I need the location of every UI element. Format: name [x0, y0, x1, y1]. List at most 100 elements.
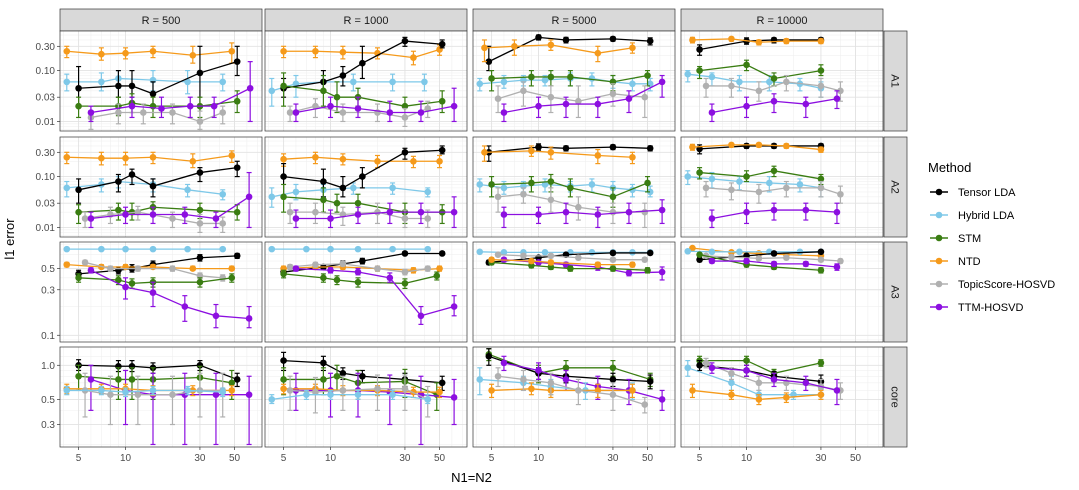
row-strip-bg: [883, 136, 908, 238]
data-point: [644, 266, 651, 274]
legend-label: Hybrid LDA: [958, 210, 1015, 222]
data-point: [485, 58, 493, 65]
data-point: [303, 391, 310, 398]
data-point: [696, 46, 703, 53]
data-point: [75, 84, 82, 92]
data-point: [339, 184, 347, 192]
data-point: [386, 208, 394, 216]
data-point: [401, 268, 409, 276]
data-point: [535, 143, 542, 151]
row-strip: A3: [883, 241, 908, 343]
data-point: [547, 41, 555, 49]
data-point: [228, 387, 236, 394]
x-tick-label: 5: [281, 453, 287, 464]
data-point: [196, 206, 204, 214]
data-point: [401, 385, 409, 393]
row-strip-label: A1: [889, 74, 901, 87]
column-strip: R = 500: [59, 8, 263, 32]
series-ntd: [689, 35, 825, 46]
series-line: [66, 77, 223, 83]
y-tick-label: 0.30: [36, 42, 56, 53]
data-point: [658, 268, 666, 276]
series-line: [283, 40, 443, 89]
series-topicscore-hosvd: [494, 81, 649, 119]
data-point: [410, 157, 417, 165]
data-point: [755, 396, 763, 403]
column-strip: R = 10000: [680, 8, 884, 32]
series-ttm-hosvd: [292, 196, 458, 229]
data-point: [520, 87, 527, 95]
data-point: [122, 154, 129, 162]
data-point: [562, 364, 570, 372]
x-tick-label: 5: [489, 453, 495, 464]
legend-item: Tensor LDA: [930, 187, 1016, 199]
data-point: [481, 149, 488, 156]
data-point: [594, 261, 602, 268]
data-point: [476, 80, 484, 88]
data-point: [233, 164, 241, 171]
series-ntd: [63, 261, 236, 272]
data-point: [708, 109, 716, 116]
data-point: [541, 76, 549, 84]
data-point: [837, 87, 844, 95]
data-point: [547, 196, 555, 204]
data-point: [488, 181, 495, 188]
data-point: [184, 387, 191, 394]
x-axis-title: N1=N2: [451, 470, 492, 485]
data-point: [386, 274, 394, 282]
series-topicscore-hosvd: [494, 367, 649, 414]
series-hybrid-lda: [268, 245, 432, 253]
x-tick-label: 30: [607, 453, 619, 464]
data-point: [158, 105, 165, 112]
data-point: [438, 40, 446, 48]
data-point: [541, 181, 549, 188]
data-point: [312, 388, 319, 396]
data-point: [280, 376, 287, 383]
data-point: [401, 250, 409, 257]
data-point: [333, 372, 341, 380]
panel-bg: [60, 242, 262, 342]
data-point: [149, 182, 157, 190]
x-tick-label: 50: [850, 453, 862, 464]
data-point: [783, 37, 790, 45]
data-point: [134, 391, 142, 398]
data-point: [417, 109, 425, 116]
data-point: [87, 266, 95, 274]
data-point: [535, 102, 542, 110]
data-point: [783, 254, 790, 262]
data-point: [567, 184, 574, 192]
data-point: [245, 391, 253, 398]
data-point: [755, 141, 763, 149]
data-point: [609, 90, 617, 98]
data-point: [320, 196, 327, 204]
data-point: [646, 188, 654, 196]
data-point: [181, 211, 189, 218]
data-point: [609, 256, 617, 263]
data-point: [817, 175, 825, 183]
data-point: [122, 211, 129, 218]
series-line: [289, 388, 429, 400]
series-line: [295, 267, 455, 317]
data-point: [770, 97, 778, 105]
facet-panel: [59, 241, 263, 343]
data-point: [567, 73, 574, 81]
series-hybrid-lda: [63, 385, 227, 398]
data-point: [783, 142, 790, 150]
data-point: [350, 78, 357, 86]
data-point: [292, 215, 300, 222]
data-point: [562, 376, 570, 383]
series-ttm-hosvd: [500, 74, 666, 123]
series-ntd: [689, 141, 825, 153]
legend-label: STM: [958, 233, 981, 245]
data-point: [374, 208, 381, 216]
data-point: [736, 78, 743, 86]
series-topicscore-hosvd: [702, 74, 844, 102]
panel-border: [680, 346, 884, 448]
data-point: [359, 372, 366, 380]
data-point: [98, 387, 105, 394]
column-strip-label: R = 1000: [344, 15, 389, 27]
data-point: [219, 109, 227, 116]
data-point: [547, 252, 555, 260]
data-point: [228, 265, 236, 272]
facet-panel: [680, 346, 884, 448]
